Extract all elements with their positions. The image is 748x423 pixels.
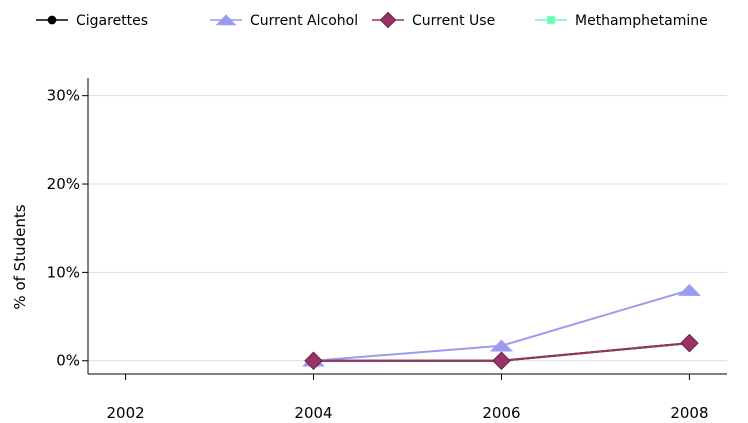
legend-marker <box>547 16 555 24</box>
y-tick-label: 20% <box>47 175 80 193</box>
data-point <box>680 333 699 353</box>
y-tick-label: 0% <box>56 352 80 370</box>
legend-marker <box>379 11 397 29</box>
gridlines <box>88 95 727 362</box>
series-group <box>302 283 701 371</box>
y-ticks: 0% 10% 20% 30% <box>47 87 88 370</box>
x-tick-label: 2004 <box>294 404 332 422</box>
legend-entry: Current Use <box>372 11 495 29</box>
x-tick-label: 2008 <box>670 404 708 422</box>
data-point <box>304 351 323 371</box>
data-point <box>489 339 513 352</box>
y-tick-label: 30% <box>47 87 80 105</box>
data-point <box>492 351 511 371</box>
x-tick-label: 2002 <box>106 404 144 422</box>
data-point <box>677 283 701 296</box>
legend-label: Methamphetamine <box>575 13 708 29</box>
x-ticks: 2002 2004 2006 2008 <box>106 374 709 422</box>
legend-entry: Methamphetamine <box>535 13 708 29</box>
legend-label: Current Alcohol <box>250 13 358 29</box>
legend-marker <box>215 14 237 26</box>
axes <box>87 78 727 375</box>
legend-label: Cigarettes <box>76 13 148 29</box>
legend-marker <box>47 15 57 25</box>
y-axis-title: % of Students <box>11 204 29 309</box>
series-current-use <box>304 333 699 371</box>
legend-entry: Current Alcohol <box>210 13 358 29</box>
legend: Cigarettes Current Alcohol Current Use Meth… <box>36 11 708 29</box>
legend-entry: Cigarettes <box>36 13 148 29</box>
legend-label: Current Use <box>412 13 495 29</box>
x-tick-label: 2006 <box>482 404 520 422</box>
y-tick-label: 10% <box>47 263 80 281</box>
